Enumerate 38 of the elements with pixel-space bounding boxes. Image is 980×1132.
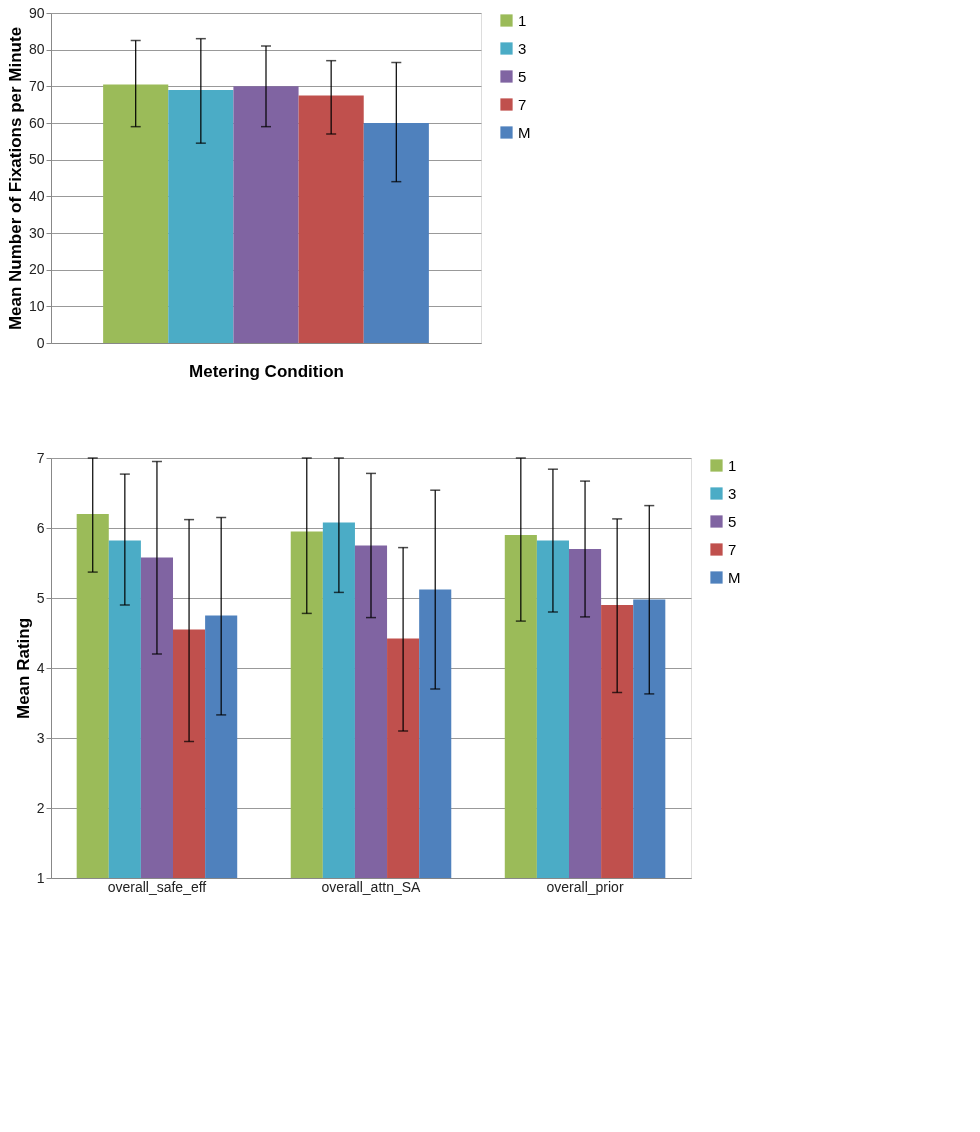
x-tick-label: overall_attn_SA	[321, 878, 422, 895]
y-tick-label: 50	[28, 151, 45, 168]
bar	[103, 84, 169, 343]
bar	[363, 123, 429, 343]
y-tick-label: 5	[36, 589, 45, 606]
y-tick-label: 7	[36, 449, 45, 466]
bar	[168, 90, 234, 343]
legend-label: 3	[518, 39, 527, 57]
bar	[298, 95, 364, 343]
x-tick-label: overall_prior	[546, 878, 624, 895]
y-axis-title: Mean Number of Fixations per Minute	[5, 26, 25, 331]
x-axis-title: Metering Condition	[189, 361, 344, 381]
y-tick-label: 2	[36, 799, 45, 816]
legend-label: 7	[728, 540, 737, 558]
legend-label: 5	[728, 512, 737, 530]
legend-label: 1	[518, 11, 527, 29]
y-tick-label: 60	[28, 114, 45, 131]
y-tick-label: 1	[36, 869, 45, 886]
legend-label: 3	[728, 484, 737, 502]
y-tick-label: 40	[28, 187, 45, 204]
y-tick-label: 90	[28, 4, 45, 21]
y-tick-label: 6	[36, 519, 45, 536]
y-tick-label: 20	[28, 261, 45, 278]
y-tick-label: 4	[36, 659, 45, 676]
y-tick-label: 70	[28, 77, 45, 94]
x-tick-label: overall_safe_eff	[107, 878, 207, 895]
y-tick-label: 0	[36, 334, 45, 351]
y-axis-title: Mean Rating	[13, 617, 33, 720]
y-tick-label: 3	[36, 729, 45, 746]
legend-label: M	[518, 123, 531, 141]
legend-label: 1	[728, 456, 737, 474]
legend-label: 5	[518, 67, 527, 85]
legend-label: M	[728, 568, 741, 586]
y-tick-label: 30	[28, 224, 45, 241]
bar	[233, 86, 299, 343]
y-tick-label: 80	[28, 41, 45, 58]
y-tick-label: 10	[28, 297, 45, 314]
legend-label: 7	[518, 95, 527, 113]
